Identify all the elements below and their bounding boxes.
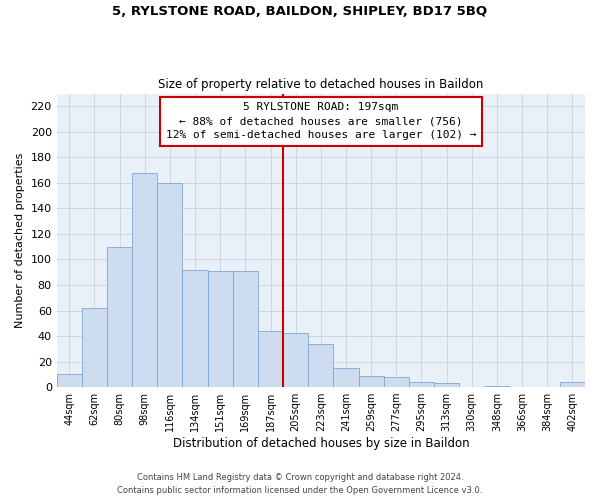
Title: Size of property relative to detached houses in Baildon: Size of property relative to detached ho… [158,78,484,91]
Text: 5 RYLSTONE ROAD: 197sqm
← 88% of detached houses are smaller (756)
12% of semi-d: 5 RYLSTONE ROAD: 197sqm ← 88% of detache… [166,102,476,141]
Bar [560,382,585,387]
Bar [157,183,182,387]
Bar [434,384,459,387]
Bar [208,271,233,387]
Bar [384,377,409,387]
Bar [484,386,509,387]
Y-axis label: Number of detached properties: Number of detached properties [15,152,25,328]
Bar [409,382,434,387]
Bar [258,331,283,387]
Bar [182,270,208,387]
X-axis label: Distribution of detached houses by size in Baildon: Distribution of detached houses by size … [173,437,469,450]
Bar [359,376,384,387]
Bar [308,344,334,387]
Bar [107,246,132,387]
Text: Contains HM Land Registry data © Crown copyright and database right 2024.
Contai: Contains HM Land Registry data © Crown c… [118,473,482,495]
Bar [233,271,258,387]
Bar [283,334,308,387]
Bar [82,308,107,387]
Bar [56,374,82,387]
Text: 5, RYLSTONE ROAD, BAILDON, SHIPLEY, BD17 5BQ: 5, RYLSTONE ROAD, BAILDON, SHIPLEY, BD17… [112,5,488,18]
Bar [132,172,157,387]
Bar [334,368,359,387]
